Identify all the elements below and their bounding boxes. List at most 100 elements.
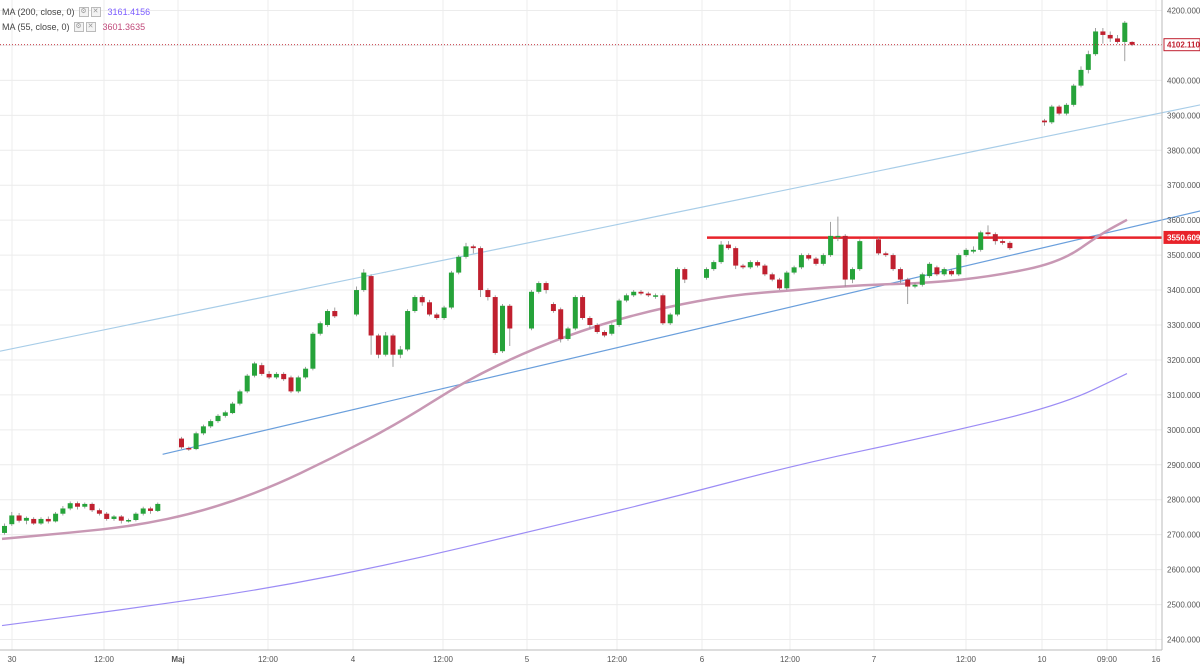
candle-body (23, 517, 29, 521)
candle-body (609, 325, 615, 334)
candle-body (31, 518, 37, 524)
candle (890, 253, 896, 271)
candle-body (682, 269, 688, 280)
candle-body (67, 503, 73, 509)
candle-body (623, 295, 629, 301)
candle-body (733, 248, 739, 266)
level-price-tag: 3550.609 (1163, 230, 1200, 244)
close-icon[interactable]: ✕ (90, 6, 101, 17)
candle (75, 501, 80, 510)
legend-ma55[interactable]: MA (55, close, 0) ⚙ ✕ 3601.3635 (2, 20, 145, 33)
candle-body (38, 518, 44, 524)
candle-body (375, 335, 381, 355)
candle-body (259, 365, 265, 374)
candle-body (193, 433, 199, 450)
candle (675, 267, 680, 317)
y-tick-label: 4200.000 (1167, 6, 1200, 15)
candle-body (1000, 241, 1006, 243)
candle-body (397, 349, 403, 355)
y-tick-label: 3900.000 (1167, 111, 1200, 120)
candle-body (383, 335, 389, 355)
candle-body (897, 269, 903, 280)
candle (273, 372, 279, 380)
candle (777, 277, 782, 291)
y-tick-label: 2400.000 (1167, 636, 1200, 645)
candle-body (653, 295, 659, 297)
candle-body (148, 508, 153, 511)
candle (317, 321, 323, 336)
candle (507, 304, 513, 346)
candle (558, 307, 564, 343)
candle-body (850, 269, 855, 280)
candle-body (565, 328, 571, 339)
candle-body (273, 373, 279, 378)
candle-body (325, 311, 330, 325)
candle (638, 290, 644, 296)
candle (118, 515, 124, 524)
candle (769, 272, 775, 282)
candle (897, 267, 903, 284)
candle (104, 511, 110, 521)
candle (842, 234, 848, 287)
candle-body (1100, 31, 1106, 35)
candle (332, 307, 338, 319)
legend-ma55-name: MA (55, close, 0) (2, 21, 70, 32)
settings-icon[interactable]: ⚙ (73, 21, 84, 32)
y-axis: 2400.000 2500.000 2600.000 2700.000 2800.000… (1161, 0, 1200, 650)
y-tick-label: 3800.000 (1167, 146, 1200, 155)
candle (303, 366, 309, 380)
candle (155, 502, 161, 512)
candle-body (405, 311, 411, 350)
candle-body (75, 503, 80, 507)
candle-body (1107, 34, 1113, 39)
candle (828, 221, 834, 257)
candle (23, 516, 29, 525)
settings-icon[interactable]: ⚙ (78, 6, 89, 17)
candle (755, 260, 761, 268)
candle (1085, 50, 1091, 74)
candle-body (857, 241, 863, 270)
candle (1122, 20, 1128, 62)
candle (934, 265, 940, 277)
candle-body (53, 513, 59, 522)
candle-body (222, 412, 228, 416)
candle (193, 431, 199, 451)
y-tick-label: 3000.000 (1167, 426, 1200, 435)
ma55-line (1, 218, 1128, 541)
candle-body (500, 305, 505, 352)
candle-body (1049, 106, 1055, 123)
x-tick-label: 6 (700, 655, 705, 664)
candle-body (572, 297, 578, 329)
current-price-tag-bg (1163, 38, 1200, 52)
candle-body (1007, 242, 1013, 249)
candle (660, 293, 666, 325)
candle (667, 312, 673, 325)
candle-body (919, 274, 925, 285)
candle (550, 302, 556, 313)
candle-body (419, 297, 425, 303)
candle (850, 267, 855, 284)
candle-body (806, 255, 812, 259)
level-price-tag-text: 3550.609 (1167, 233, 1200, 242)
candle (140, 506, 146, 516)
legend-ma200[interactable]: MA (200, close, 0) ⚙ ✕ 3161.4156 (2, 5, 150, 18)
candle (725, 241, 731, 250)
candle (470, 244, 476, 254)
candle (288, 375, 294, 394)
candle (38, 517, 44, 525)
candle (949, 269, 954, 277)
candle-body (332, 311, 338, 317)
candle-body (927, 263, 933, 277)
close-icon[interactable]: ✕ (85, 21, 96, 32)
candle (835, 216, 841, 242)
candle (448, 270, 454, 310)
candle-body (791, 267, 797, 273)
y-tick-label: 3400.000 (1167, 286, 1200, 295)
candle (325, 309, 330, 327)
candle (912, 283, 918, 289)
candle-body (536, 283, 542, 292)
candle (200, 424, 206, 436)
candle-body (244, 375, 250, 392)
candle-body (2, 525, 7, 533)
